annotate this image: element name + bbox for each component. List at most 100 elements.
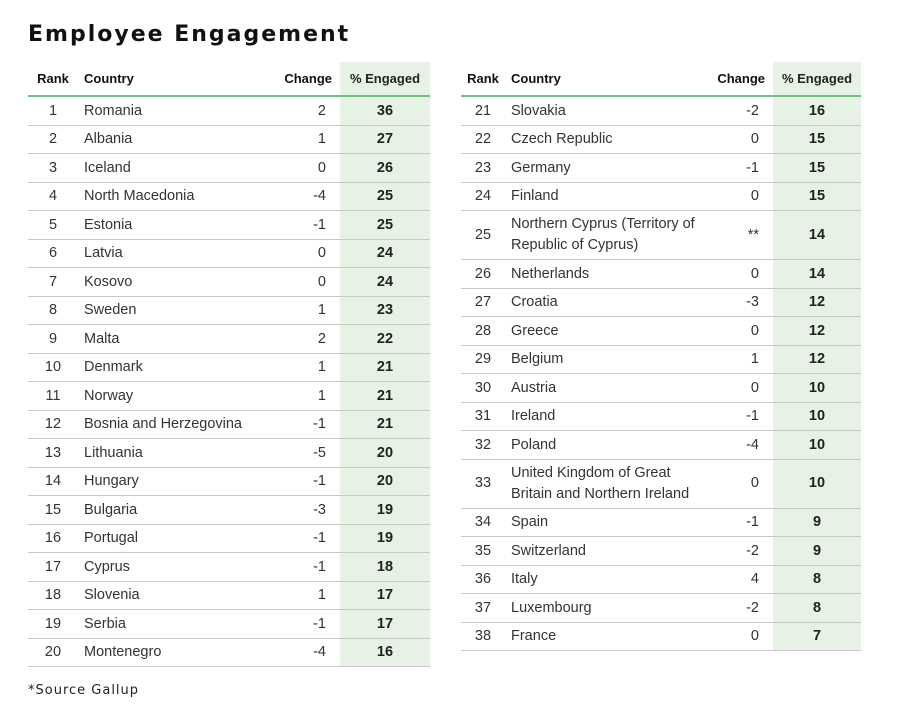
rank-cell: 38 (461, 622, 505, 651)
table-row: 3 Iceland 0 26 (28, 153, 430, 183)
rank-cell: 9 (28, 324, 78, 354)
engaged-cell: 16 (340, 638, 430, 667)
country-cell: Hungary (78, 467, 278, 496)
country-cell: Switzerland (505, 536, 711, 566)
change-cell: -3 (278, 495, 340, 525)
engaged-cell: 9 (773, 536, 861, 566)
table-row: 7 Kosovo 0 24 (28, 267, 430, 297)
engaged-cell: 10 (773, 402, 861, 431)
header-country: Country (505, 62, 711, 97)
table-header-row: Rank Country Change % Engaged (461, 62, 861, 97)
table-row: 12 Bosnia and Herzegovina -1 21 (28, 410, 430, 439)
source-footnote: *Source Gallup (28, 683, 140, 698)
rank-cell: 19 (28, 609, 78, 639)
engaged-cell: 12 (773, 316, 861, 346)
table-row: 23 Germany -1 15 (461, 153, 861, 183)
change-cell: -1 (278, 210, 340, 240)
rank-cell: 27 (461, 288, 505, 317)
rank-cell: 15 (28, 495, 78, 525)
country-cell: Czech Republic (505, 125, 711, 154)
engaged-cell: 17 (340, 609, 430, 639)
header-change: Change (711, 62, 773, 97)
rank-cell: 16 (28, 524, 78, 553)
change-cell: 0 (711, 459, 773, 509)
table-row: 22 Czech Republic 0 15 (461, 125, 861, 154)
engaged-cell: 15 (773, 125, 861, 154)
change-cell: -1 (278, 467, 340, 496)
country-cell: Norway (78, 381, 278, 411)
country-cell: Germany (505, 153, 711, 183)
country-cell: Albania (78, 125, 278, 154)
change-cell: ** (711, 210, 773, 260)
table-row: 6 Latvia 0 24 (28, 239, 430, 268)
rank-cell: 34 (461, 508, 505, 537)
change-cell: -1 (278, 524, 340, 553)
engaged-cell: 21 (340, 353, 430, 382)
table-row: 14 Hungary -1 20 (28, 467, 430, 496)
change-cell: -4 (278, 182, 340, 211)
header-rank: Rank (28, 62, 78, 97)
change-cell: 0 (711, 259, 773, 289)
change-cell: -1 (711, 153, 773, 183)
rank-cell: 25 (461, 210, 505, 260)
header-engaged: % Engaged (773, 62, 861, 97)
change-cell: 0 (711, 373, 773, 403)
rank-cell: 11 (28, 381, 78, 411)
table-row: 11 Norway 1 21 (28, 381, 430, 411)
table-row: 16 Portugal -1 19 (28, 524, 430, 553)
change-cell: 1 (278, 125, 340, 154)
table-row: 31 Ireland -1 10 (461, 402, 861, 431)
change-cell: 1 (278, 296, 340, 325)
rank-cell: 28 (461, 316, 505, 346)
country-cell: Finland (505, 182, 711, 211)
country-cell: Italy (505, 565, 711, 594)
country-cell: Serbia (78, 609, 278, 639)
change-cell: 0 (711, 622, 773, 651)
rank-cell: 32 (461, 430, 505, 460)
country-cell: Greece (505, 316, 711, 346)
country-cell: Croatia (505, 288, 711, 317)
engaged-cell: 15 (773, 182, 861, 211)
change-cell: -1 (278, 410, 340, 439)
engaged-cell: 17 (340, 581, 430, 610)
table-row: 5 Estonia -1 25 (28, 210, 430, 240)
engaged-cell: 14 (773, 210, 861, 260)
engaged-cell: 15 (773, 153, 861, 183)
change-cell: 1 (278, 381, 340, 411)
engaged-cell: 24 (340, 267, 430, 297)
table-body-left: 1 Romania 2 36 2 Albania 1 27 3 Iceland 0 26 4 North … (28, 96, 430, 667)
country-cell: Poland (505, 430, 711, 460)
table-row: 32 Poland -4 10 (461, 430, 861, 460)
change-cell: -2 (711, 96, 773, 126)
country-cell: Austria (505, 373, 711, 403)
engaged-cell: 10 (773, 373, 861, 403)
rank-cell: 12 (28, 410, 78, 439)
rank-cell: 22 (461, 125, 505, 154)
engaged-cell: 16 (773, 96, 861, 126)
table-row: 2 Albania 1 27 (28, 125, 430, 154)
engaged-cell: 14 (773, 259, 861, 289)
engaged-cell: 25 (340, 182, 430, 211)
country-cell: Lithuania (78, 438, 278, 468)
rank-cell: 29 (461, 345, 505, 374)
table-row: 24 Finland 0 15 (461, 182, 861, 211)
rank-cell: 26 (461, 259, 505, 289)
rank-cell: 14 (28, 467, 78, 496)
rank-cell: 20 (28, 638, 78, 667)
country-cell: Estonia (78, 210, 278, 240)
country-cell: North Macedonia (78, 182, 278, 211)
table-row: 26 Netherlands 0 14 (461, 259, 861, 289)
engaged-cell: 21 (340, 381, 430, 411)
engaged-cell: 8 (773, 593, 861, 623)
country-cell: United Kingdom of Great Britain and Nort… (505, 459, 711, 509)
country-cell: Luxembourg (505, 593, 711, 623)
table-row: 18 Slovenia 1 17 (28, 581, 430, 610)
change-cell: 0 (711, 125, 773, 154)
country-cell: Netherlands (505, 259, 711, 289)
table-row: 37 Luxembourg -2 8 (461, 593, 861, 623)
country-cell: Spain (505, 508, 711, 537)
table-row: 15 Bulgaria -3 19 (28, 495, 430, 525)
table-row: 38 France 0 7 (461, 622, 861, 651)
header-rank: Rank (461, 62, 505, 97)
table-row: 27 Croatia -3 12 (461, 288, 861, 317)
